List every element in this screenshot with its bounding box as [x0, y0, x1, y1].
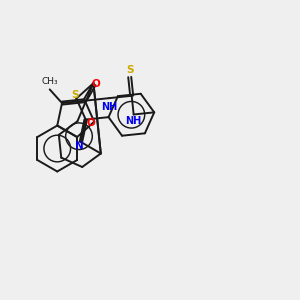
- Text: O: O: [86, 118, 95, 128]
- Text: CH₃: CH₃: [41, 77, 58, 86]
- Text: N: N: [76, 141, 84, 151]
- Text: NH: NH: [125, 116, 142, 126]
- Text: S: S: [71, 90, 78, 100]
- Text: O: O: [92, 80, 100, 89]
- Text: S: S: [126, 65, 134, 75]
- Text: NH: NH: [101, 102, 117, 112]
